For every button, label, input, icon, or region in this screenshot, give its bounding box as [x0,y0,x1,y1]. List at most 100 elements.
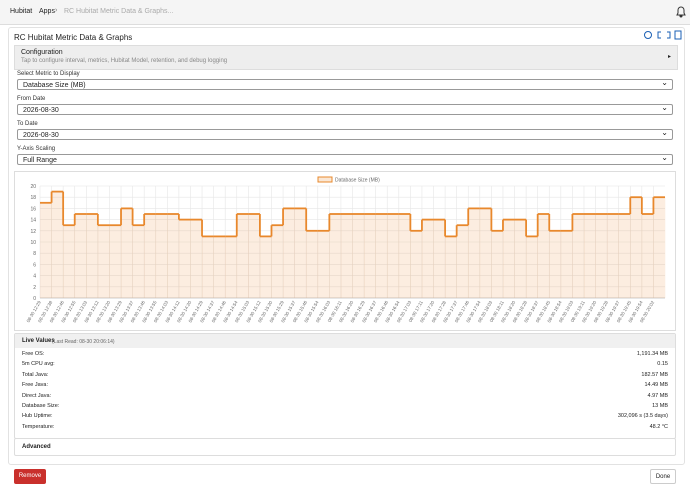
separator: › [30,7,33,14]
area-fill [618,214,631,298]
value: 1,191.34 MB [636,351,668,357]
advanced-title: Advanced [22,444,51,450]
area-fill [213,236,226,298]
legend-swatch [317,176,333,183]
area-fill [155,214,168,298]
area-fill [317,230,330,298]
area-fill [190,219,203,298]
area-fill [375,214,388,298]
live-values-header[interactable] [15,334,675,348]
select-box[interactable]: 2026-08-30 [17,127,673,140]
area-fill [607,214,620,298]
value-label: Free Java: [22,382,48,389]
area-fill [306,230,319,298]
area-fill [109,225,122,298]
area-fill [352,214,365,298]
area-fill [479,208,492,298]
value: 4.97 MB [647,392,668,399]
field-label: Select Metric to Display [17,71,80,77]
select-box[interactable]: Database Size (MB) [17,77,673,90]
area-fill [595,214,608,298]
area-fill [502,219,515,298]
area-fill [63,225,76,298]
area-fill [410,230,423,298]
field-label: Y-Axis Scaling [17,146,56,152]
area-fill [445,236,457,298]
done-button[interactable]: Done [650,469,676,484]
value-label: Total Java: [22,371,49,378]
configuration-description: Tap to configure interval, metrics, Hubi… [21,58,228,64]
y-tick-label: 6 [33,262,36,268]
value-label: Database Size: [22,403,60,409]
area-fill [121,208,133,298]
area-fill [560,230,573,298]
area-fill [40,202,52,298]
header-icons[interactable] [644,30,684,40]
area-fill [225,236,238,298]
select-box[interactable]: Full Range [17,152,673,165]
configuration-panel[interactable]: Configuration Tap to configure interval,… [14,45,678,70]
value: 14.49 MB [644,382,668,389]
area-fill [364,214,376,298]
area-fill [178,219,191,298]
area-fill [202,236,214,298]
area-fill [340,214,353,298]
configuration-title: Configuration [21,49,63,56]
y-tick-label: 20 [30,184,36,190]
area-fill [468,208,481,298]
area-fill [514,219,527,298]
breadcrumb-home[interactable]: Hubitat [10,8,33,15]
app-card [8,27,685,465]
value: 302,096 s (3.5 days) [617,413,668,420]
last-read: (Last Read: 08-30 20:06:14) [52,338,115,345]
area-fill [144,214,157,298]
area-fill [259,236,272,298]
select-box[interactable]: 2026-08-30 [17,102,673,115]
area-fill [653,197,666,298]
field-label: From Date [17,96,46,102]
area-fill [248,214,261,298]
top-bar: Hubitat › Apps › RC Hubitat Metric Data … [0,0,690,25]
field-label: To Date [17,121,38,127]
value: 13 MB [652,403,668,409]
area-fill [51,191,64,298]
area-fill [294,208,307,298]
area-fill [572,214,585,298]
breadcrumb-apps[interactable]: Apps [39,8,55,15]
bell-icon[interactable] [676,6,686,18]
area-fill [398,214,411,298]
value: 182.57 MB [641,371,668,378]
area-fill [236,214,249,298]
legend-label: Database Size (MB) [335,178,380,184]
area-fill [387,214,400,298]
area-fill [283,208,295,298]
value: 48.2 °C [649,423,668,430]
value-label: Free OS: [22,351,45,357]
y-tick-label: 0 [33,296,36,302]
advanced-panel[interactable]: Advanced [14,438,676,456]
area-fill [271,225,284,298]
y-tick-label: 4 [33,274,36,280]
area-fill [549,230,562,298]
y-tick-label: 12 [30,229,36,235]
y-tick-label: 16 [30,206,36,212]
area-fill [491,230,504,298]
area-fill [167,214,180,298]
remove-button[interactable]: Remove [14,469,46,484]
y-tick-label: 8 [33,251,36,257]
value-label: Temperature: [22,423,55,430]
y-tick-label: 14 [30,218,36,224]
area-fill [456,225,469,298]
area-fill [641,214,654,298]
y-tick-label: 2 [33,285,36,291]
area-fill [86,214,99,298]
area-fill [132,225,145,298]
area-fill [526,236,538,298]
area-fill [97,225,110,298]
value-label: Direct Java: [22,392,52,399]
expand-arrow: ▸ [667,54,671,60]
chart-frame [14,171,676,331]
live-values-title: Live Values [22,338,55,344]
